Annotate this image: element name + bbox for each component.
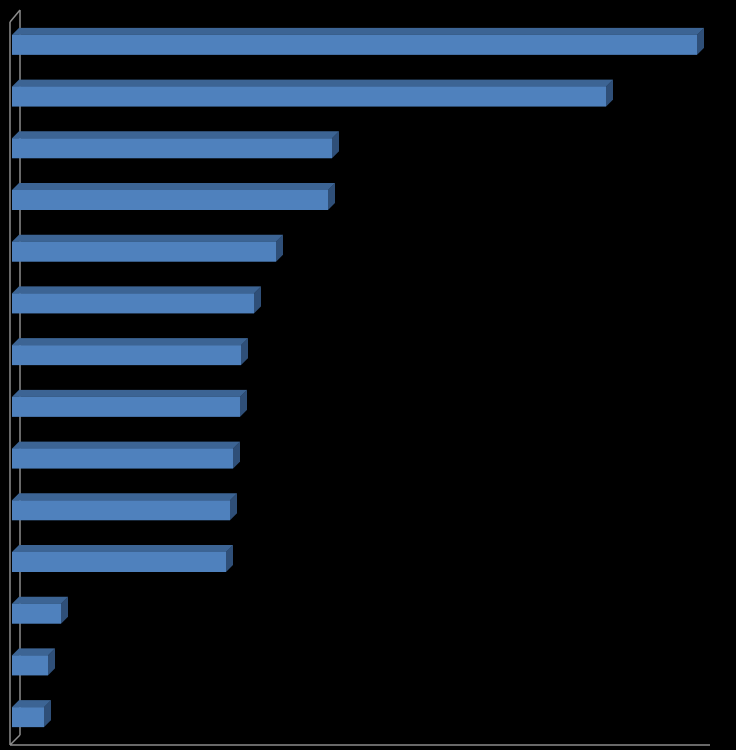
- bar-side-face: [233, 441, 240, 469]
- bar-side-face: [44, 700, 51, 728]
- bar: [12, 34, 697, 55]
- bar: [12, 500, 230, 521]
- bar-top-face: [12, 27, 704, 35]
- bar-top-face: [12, 183, 335, 190]
- bar-side-face: [48, 648, 55, 676]
- bar-top-face: [12, 545, 233, 552]
- bar-side-face: [606, 79, 613, 107]
- bar-top-face: [12, 493, 237, 501]
- floor-corner: [9, 734, 21, 746]
- bar: [12, 655, 48, 676]
- bar-top-face: [12, 441, 240, 449]
- bar-top-face: [12, 234, 283, 242]
- bar-top-face: [12, 338, 248, 346]
- bar: [12, 241, 276, 262]
- bar: [12, 138, 332, 159]
- bar: [12, 345, 241, 366]
- bar-side-face: [697, 27, 704, 55]
- bar-side-face: [241, 338, 248, 366]
- bar-top-face: [12, 700, 51, 708]
- bar-top-face: [12, 648, 55, 656]
- bar-top-face: [12, 596, 68, 604]
- bar-top-face: [12, 389, 247, 397]
- bar-side-face: [254, 286, 261, 314]
- bar: [12, 707, 44, 728]
- bar: [12, 448, 233, 469]
- bar: [12, 86, 606, 107]
- bar-side-face: [226, 545, 233, 572]
- bar: [12, 396, 240, 417]
- bar-side-face: [230, 493, 237, 521]
- bar: [12, 552, 226, 572]
- bar-side-face: [276, 234, 283, 262]
- bar-top-face: [12, 131, 339, 139]
- bar-side-face: [240, 389, 247, 417]
- bar: [12, 190, 328, 210]
- bar-side-face: [61, 596, 68, 624]
- wall-top-edge: [9, 9, 21, 23]
- bar: [12, 293, 254, 314]
- bar-side-face: [328, 183, 335, 210]
- bar: [12, 603, 61, 624]
- bar-top-face: [12, 79, 613, 87]
- bar-side-face: [332, 131, 339, 159]
- bar-top-face: [12, 286, 261, 294]
